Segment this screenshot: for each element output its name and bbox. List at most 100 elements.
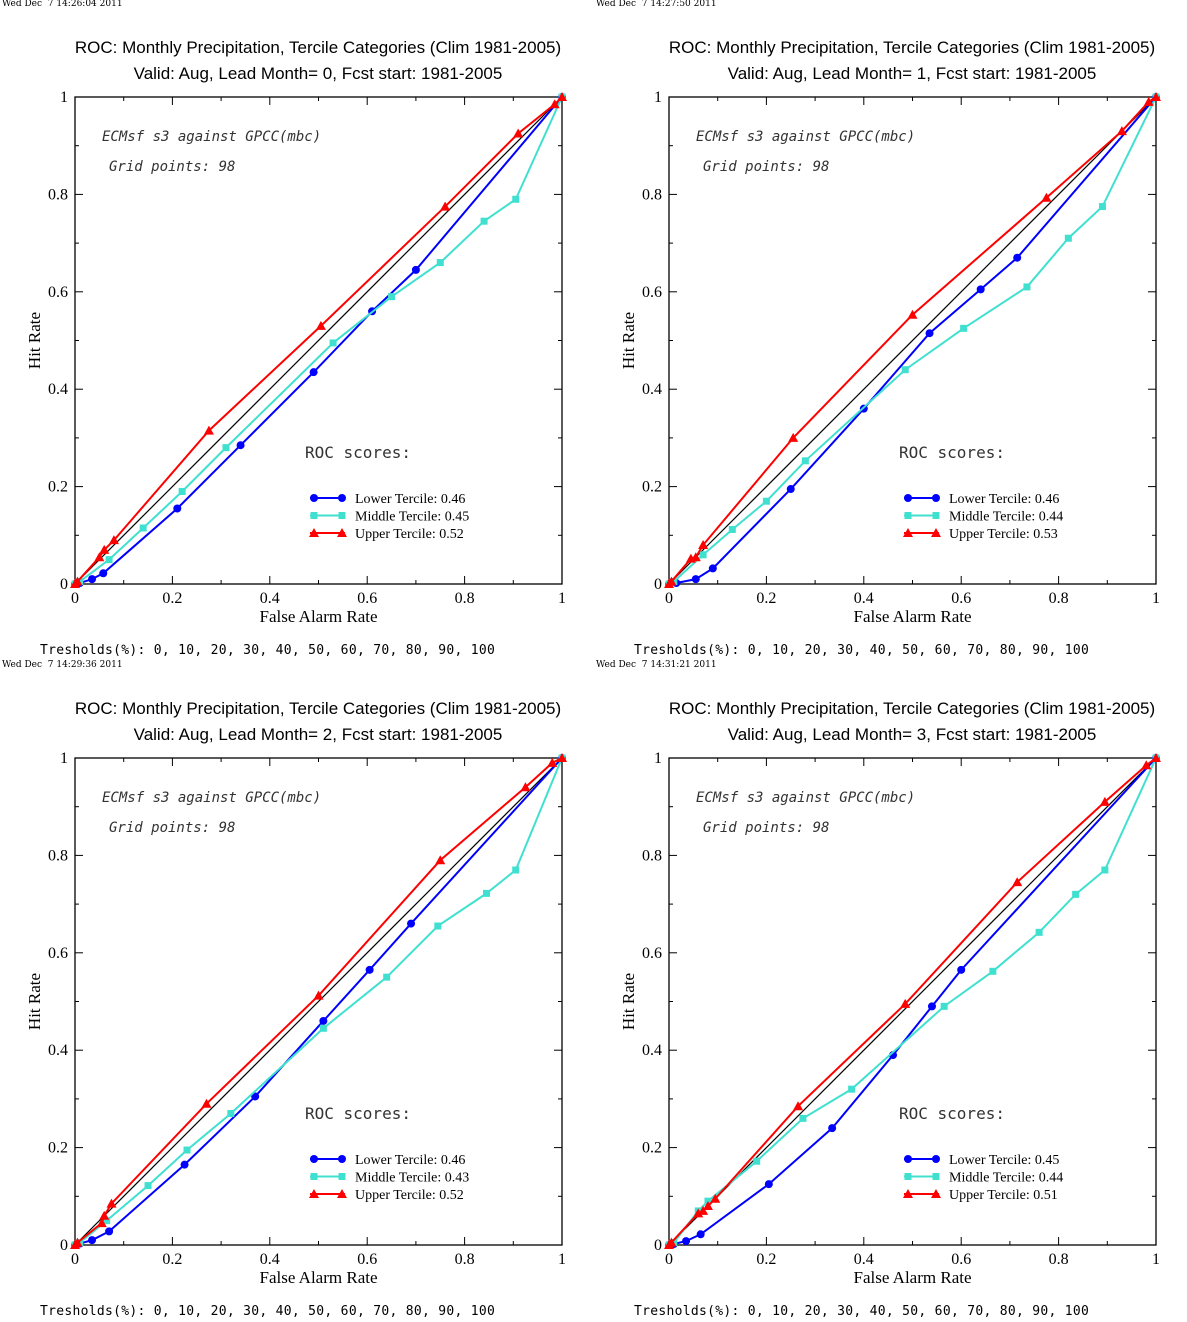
data-point [1143,96,1154,106]
data-point [786,485,795,494]
roc-chart-3: ROC: Monthly Precipitation, Tercile Cate… [619,699,1161,1287]
data-point [799,1114,807,1122]
data-point [708,564,717,573]
data-point [513,128,524,138]
x-axis-label: False Alarm Rate [853,607,971,626]
data-point [925,329,934,338]
y-tick-label: 1 [60,750,68,767]
timestamp: Wed Dec 7 14:31:21 2011 [596,660,717,670]
legend-marker [932,1173,940,1180]
x-tick-label: 1 [1152,1251,1160,1268]
x-tick-label: 0.6 [357,590,377,607]
x-tick-label: 0.4 [260,1251,280,1268]
y-axis-label: Hit Rate [25,312,44,369]
y-tick-label: 0.6 [642,284,662,301]
y-tick-label: 0.2 [642,479,662,496]
y-tick-label: 0.2 [48,479,68,496]
legend-marker [932,512,940,519]
data-point [99,544,110,554]
no-skill-diagonal [668,757,1157,1246]
y-tick-label: 1 [654,750,662,767]
no-skill-diagonal [668,96,1157,585]
legend-marker [338,494,346,502]
x-tick-label: 0.2 [162,590,182,607]
data-point [1023,283,1031,291]
legend-label: Lower Tercile: 0.46 [949,492,1059,507]
y-tick-label: 0 [654,1237,662,1254]
chart-subtitle: Valid: Aug, Lead Month= 0, Fcst start: 1… [134,64,503,83]
y-tick-label: 0.2 [642,1140,662,1157]
data-point [236,441,245,450]
legend-marker [310,512,318,519]
x-tick-label: 0.8 [1049,1251,1069,1268]
data-point [319,1024,327,1032]
y-tick-label: 1 [654,89,662,106]
data-point [365,965,374,974]
x-tick-label: 0.8 [455,1251,475,1268]
legend-marker [932,1155,940,1163]
data-point [178,487,186,495]
y-tick-label: 0.8 [642,186,662,203]
data-point [203,425,214,435]
series-upper-tercile [70,753,567,1249]
no-skill-diagonal [74,757,563,1246]
y-tick-label: 0 [60,1237,68,1254]
data-point [88,1236,97,1245]
data-point [957,965,966,974]
chart-title: ROC: Monthly Precipitation, Tercile Cate… [669,699,1155,718]
data-point [927,1002,936,1011]
data-point [1141,760,1152,770]
data-point [520,782,531,792]
x-tick-label: 0.8 [455,590,475,607]
roc-scores-heading: ROC scores: [899,443,1005,462]
y-tick-label: 1 [60,89,68,106]
legend-marker [904,512,912,519]
y-tick-label: 0.4 [48,381,68,398]
data-point [388,293,396,301]
x-tick-label: 0.4 [260,590,280,607]
data-point [788,432,799,442]
series-upper-tercile [664,753,1161,1249]
data-point [139,524,147,532]
data-point [94,552,105,562]
x-tick-label: 0.6 [357,1251,377,1268]
data-point [99,1210,110,1220]
data-point [1098,203,1106,211]
data-point [989,967,997,975]
chart-title: ROC: Monthly Precipitation, Tercile Cate… [669,38,1155,57]
data-point [1101,866,1109,874]
legend-marker [338,1173,346,1180]
data-point [180,1160,189,1169]
data-point [96,1218,107,1228]
data-point [557,753,567,762]
data-point [1072,890,1080,898]
y-tick-label: 0.4 [642,1042,662,1059]
roc-chart-1: ROC: Monthly Precipitation, Tercile Cate… [619,38,1161,626]
x-axis-label: False Alarm Rate [853,1268,971,1287]
legend-marker [337,528,347,537]
source-annotation: ECMsf s3 against GPCC(mbc) [102,129,321,145]
y-tick-label: 0.6 [48,945,68,962]
data-point [106,1198,117,1208]
roc-panel-lead-3: Wed Dec 7 14:31:21 2011 ROC: Monthly Pre… [594,660,1187,1322]
x-tick-label: 0.2 [756,590,776,607]
chart-subtitle: Valid: Aug, Lead Month= 1, Fcst start: 1… [728,64,1097,83]
legend-label: Upper Tercile: 0.51 [949,1188,1058,1203]
series-line [668,757,1157,1246]
data-point [1099,796,1110,806]
x-tick-label: 0.6 [951,590,971,607]
x-tick-label: 0 [71,1251,79,1268]
x-tick-label: 1 [558,590,566,607]
y-tick-label: 0 [60,576,68,593]
data-point [483,889,491,897]
legend-label: Lower Tercile: 0.46 [355,1153,465,1168]
x-tick-label: 0.4 [854,1251,874,1268]
data-point [173,504,182,513]
legend-marker [904,1155,912,1163]
data-point [753,1157,761,1165]
legend-marker [310,494,318,502]
data-point [512,195,520,203]
legend-label: Lower Tercile: 0.46 [355,492,465,507]
x-tick-label: 0.8 [1049,590,1069,607]
data-point [309,368,318,377]
